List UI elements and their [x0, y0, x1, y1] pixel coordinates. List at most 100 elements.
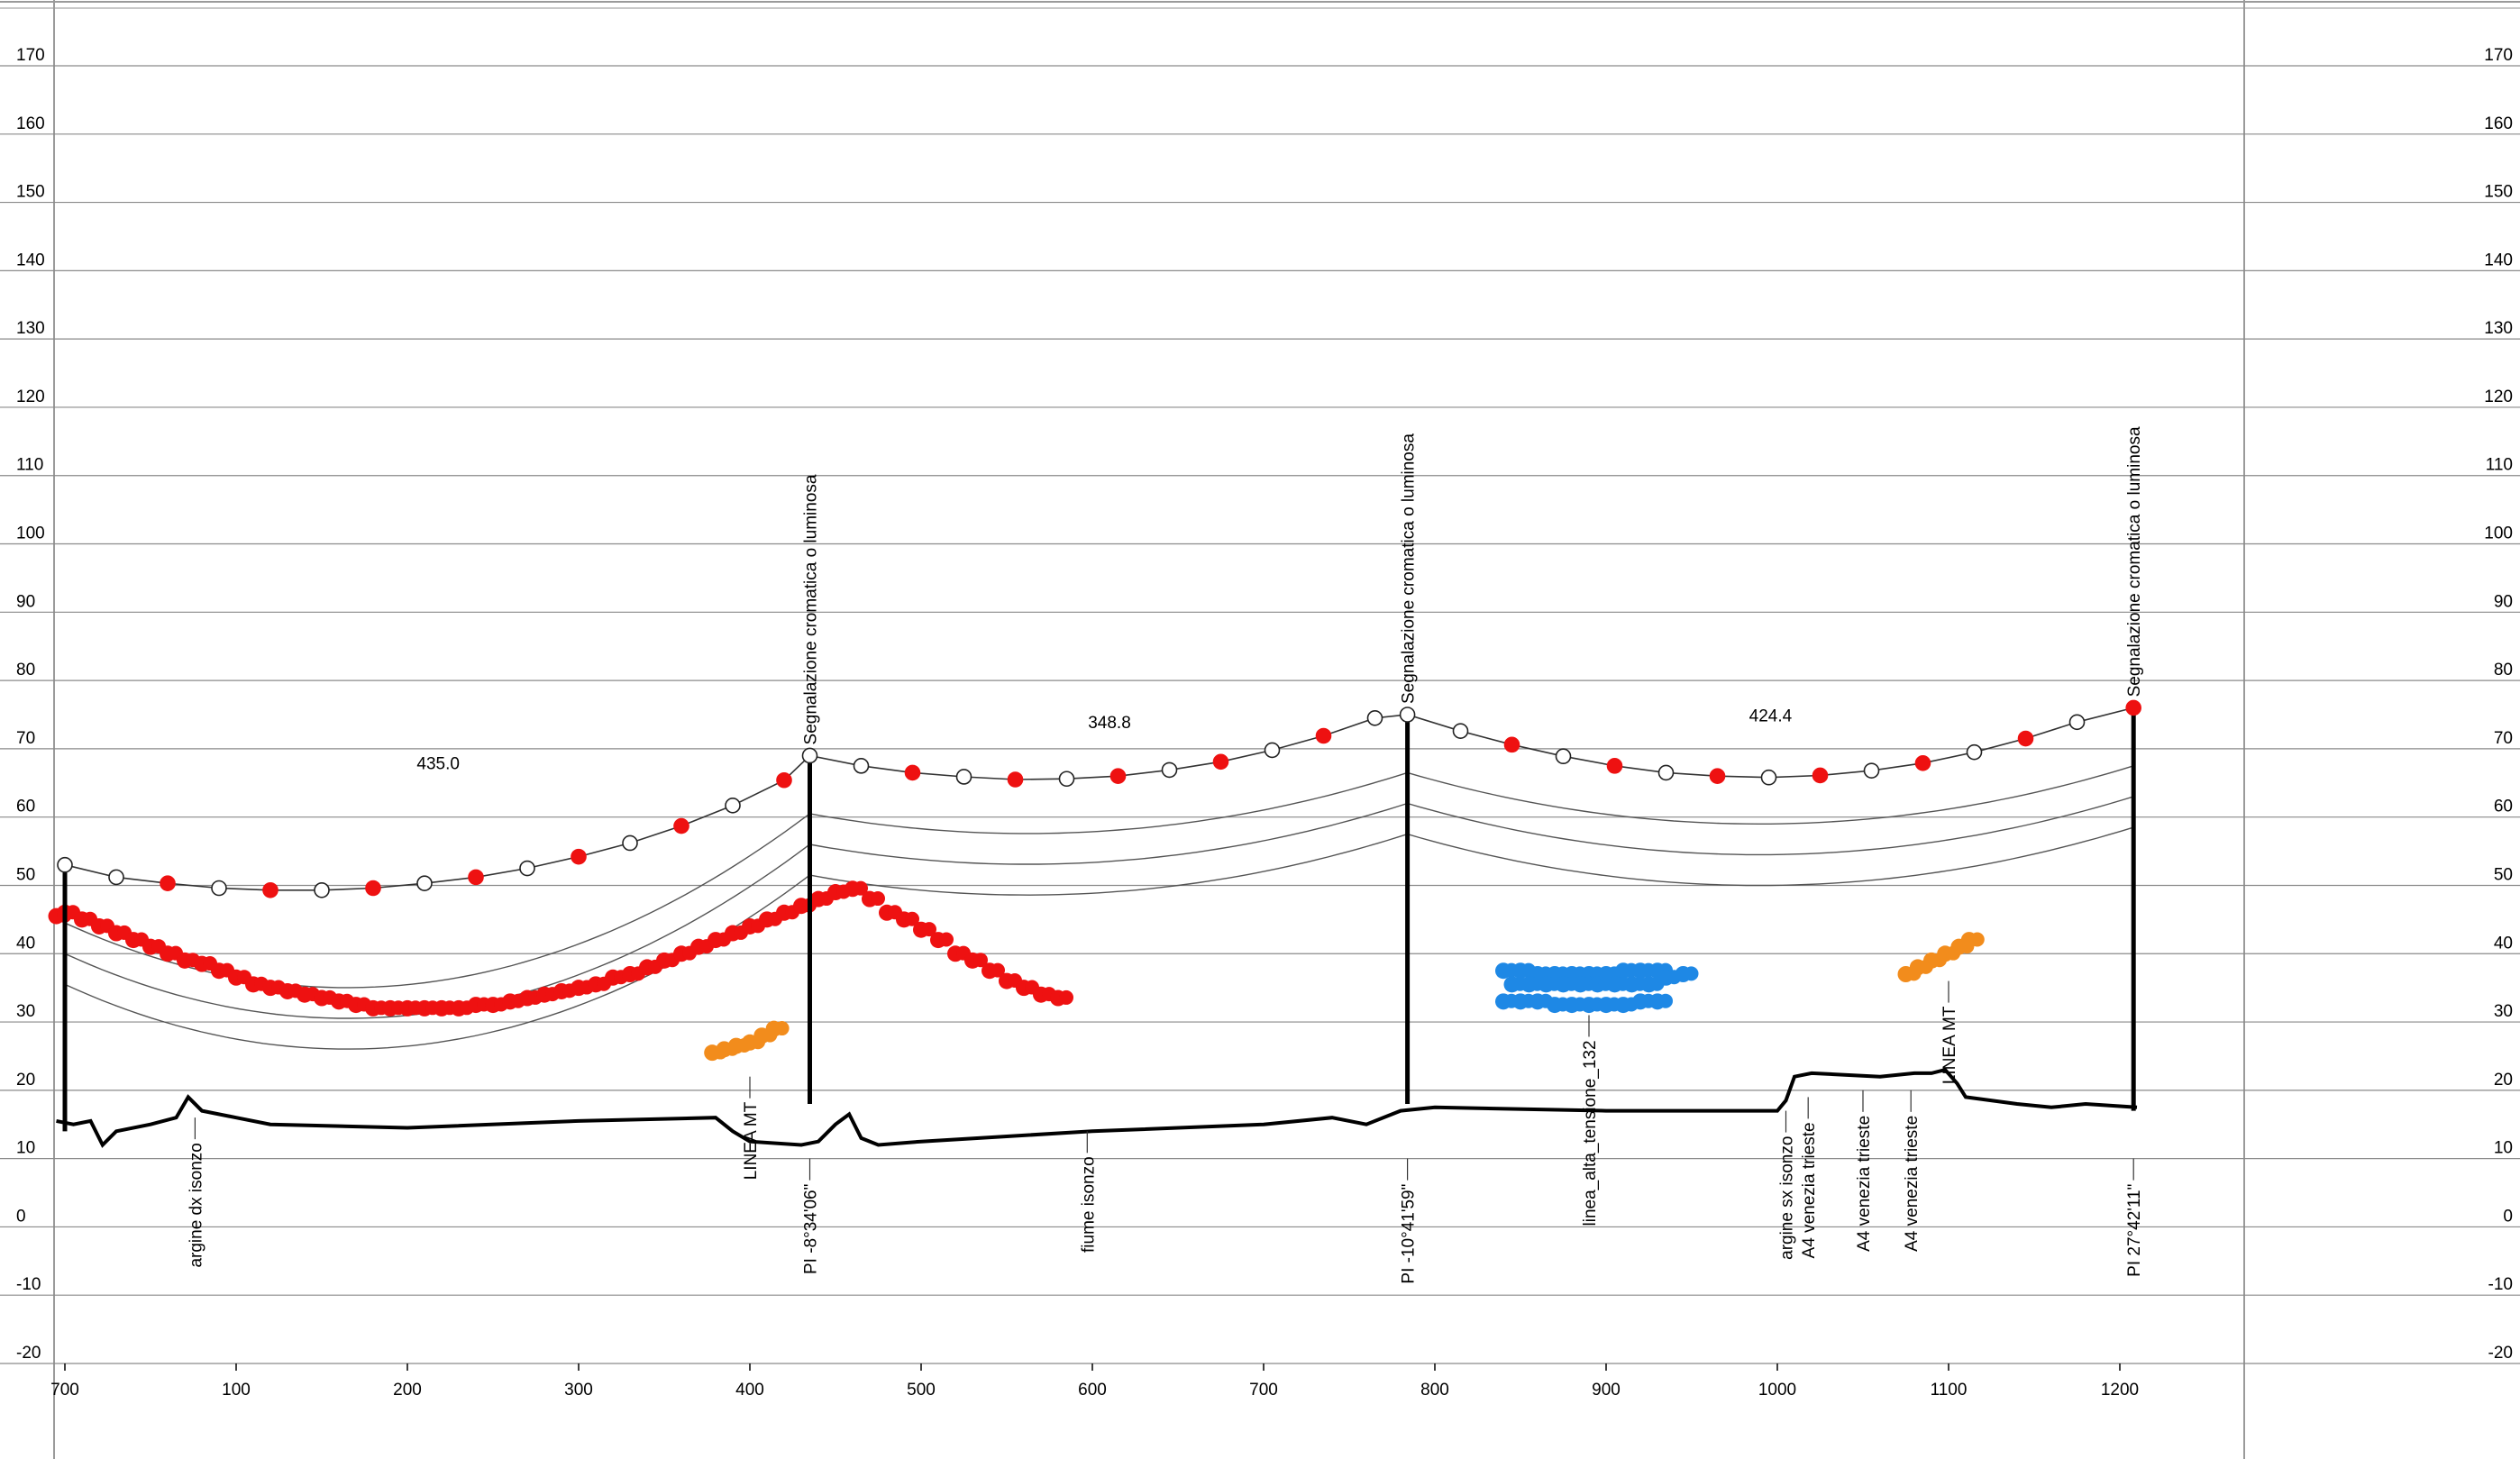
- x-tick-label: 200: [393, 1381, 422, 1400]
- y-tick-label-left: 40: [16, 934, 35, 953]
- conductor-wire: [64, 874, 810, 1050]
- y-tick-label-left: 0: [16, 1207, 26, 1226]
- marker-ball: [776, 771, 792, 789]
- conductor-wire: [1407, 765, 2134, 825]
- feature-label: linea_alta_tensione_132: [1581, 1040, 1600, 1226]
- feature-label: A4 venezia trieste: [1800, 1122, 1819, 1258]
- marker-ball: [1863, 762, 1880, 779]
- span-length-label: 424.4: [1749, 707, 1793, 726]
- y-tick-label-left: 30: [16, 1002, 35, 1021]
- y-tick-label-left: -20: [16, 1344, 41, 1363]
- y-tick-label-right: 110: [2486, 456, 2513, 475]
- feature-label: PI 27°42'11": [2125, 1184, 2144, 1277]
- y-tick-label-right: 50: [2494, 865, 2513, 884]
- marker-ball: [1709, 768, 1726, 785]
- marker-ball: [416, 875, 433, 892]
- feature-label: PI -8°34'06": [802, 1184, 821, 1274]
- marker-ball: [904, 764, 921, 781]
- y-tick-label-right: 150: [2484, 183, 2513, 202]
- y-tick-label-left: 90: [16, 592, 35, 611]
- lidar-point: [1059, 989, 1073, 1005]
- lidar-point: [939, 932, 954, 947]
- marker-ball: [365, 880, 381, 897]
- feature-label: A4 venezia trieste: [1903, 1116, 1922, 1252]
- marker-ball: [108, 869, 124, 886]
- marker-ball: [1366, 709, 1383, 726]
- marker-ball: [673, 817, 689, 834]
- y-tick-label-right: 90: [2494, 592, 2513, 611]
- marker-ball: [801, 747, 818, 764]
- y-tick-label-left: 120: [16, 388, 45, 406]
- ground-profile: [56, 1067, 2138, 1148]
- feature-label: LINEA MT: [742, 1101, 761, 1180]
- marker-ball: [1760, 769, 1777, 786]
- feature-label: LINEA MT: [1940, 1006, 1959, 1084]
- conductor-wire: [64, 813, 810, 989]
- tower-label: Segnalazione cromatica o luminosa: [2125, 426, 2144, 697]
- marker-ball: [955, 769, 972, 785]
- y-tick-label-right: 80: [2494, 661, 2513, 679]
- y-tick-label-left: 20: [16, 1071, 35, 1090]
- marker-ball: [1058, 771, 1075, 788]
- marker-ball: [1914, 755, 1931, 771]
- y-tick-label-left: 50: [16, 865, 35, 884]
- feature-label: argine dx isonzo: [187, 1143, 205, 1267]
- marker-ball: [468, 869, 484, 886]
- marker-ball: [160, 875, 176, 892]
- y-tick-label-right: 120: [2484, 388, 2513, 406]
- marker-ball: [1657, 764, 1675, 781]
- conductor-wire: [1407, 796, 2134, 856]
- lidar-point: [905, 911, 919, 926]
- y-tick-label-right: 20: [2494, 1071, 2513, 1090]
- x-tick-label: 800: [1420, 1381, 1449, 1400]
- lidar-point: [973, 953, 988, 968]
- y-tick-label-right: 160: [2484, 114, 2513, 133]
- x-tick-label: 400: [735, 1381, 764, 1400]
- lidar-point: [1969, 932, 1985, 947]
- lidar-point: [1684, 966, 1699, 981]
- y-tick-label-right: 170: [2484, 46, 2513, 65]
- marker-ball: [853, 758, 870, 774]
- y-tick-label-left: 170: [16, 46, 45, 65]
- conductor-wire: [809, 833, 1408, 896]
- marker-ball: [1966, 743, 1983, 761]
- y-tick-label-left: 130: [16, 319, 45, 338]
- y-tick-label-left: 100: [16, 524, 45, 543]
- lidar-point: [871, 891, 885, 907]
- x-tick-label: 1200: [2101, 1381, 2139, 1400]
- marker-ball: [262, 881, 278, 898]
- x-tick-label: 500: [907, 1381, 936, 1400]
- conductor-wire: [1407, 826, 2134, 887]
- y-tick-label-right: 140: [2484, 251, 2513, 269]
- x-tick-label: 1000: [1758, 1381, 1796, 1400]
- feature-label: PI -10°41'59": [1400, 1184, 1419, 1284]
- marker-ball: [2068, 714, 2086, 731]
- y-tick-label-left: 150: [16, 183, 45, 202]
- x-tick-label: 1100: [1931, 1381, 1968, 1400]
- lidar-point: [854, 880, 868, 896]
- feature-label: A4 venezia trieste: [1855, 1116, 1874, 1252]
- marker-ball: [2125, 699, 2141, 716]
- marker-ball: [57, 856, 73, 873]
- y-tick-label-left: 60: [16, 798, 35, 816]
- marker-ball: [1264, 742, 1281, 759]
- marker-ball: [1161, 761, 1178, 779]
- y-tick-label-left: -10: [16, 1275, 41, 1294]
- y-tick-label-left: 140: [16, 251, 45, 269]
- y-tick-label-left: 80: [16, 661, 35, 679]
- marker-ball: [1109, 768, 1127, 785]
- marker-ball: [2017, 730, 2034, 747]
- x-tick-label: 300: [564, 1381, 593, 1400]
- y-tick-label-left: 70: [16, 729, 35, 748]
- x-tick-label: 700: [50, 1381, 79, 1400]
- y-tick-label-left: 10: [16, 1139, 35, 1158]
- marker-ball: [571, 848, 587, 865]
- tower-label: Segnalazione cromatica o luminosa: [802, 474, 821, 744]
- lidar-point: [774, 1021, 790, 1036]
- marker-ball: [1503, 736, 1520, 753]
- y-tick-label-right: 100: [2484, 524, 2513, 543]
- lidar-point: [1658, 993, 1673, 1008]
- marker-ball: [1812, 767, 1829, 784]
- span-length-label: 348.8: [1088, 714, 1131, 733]
